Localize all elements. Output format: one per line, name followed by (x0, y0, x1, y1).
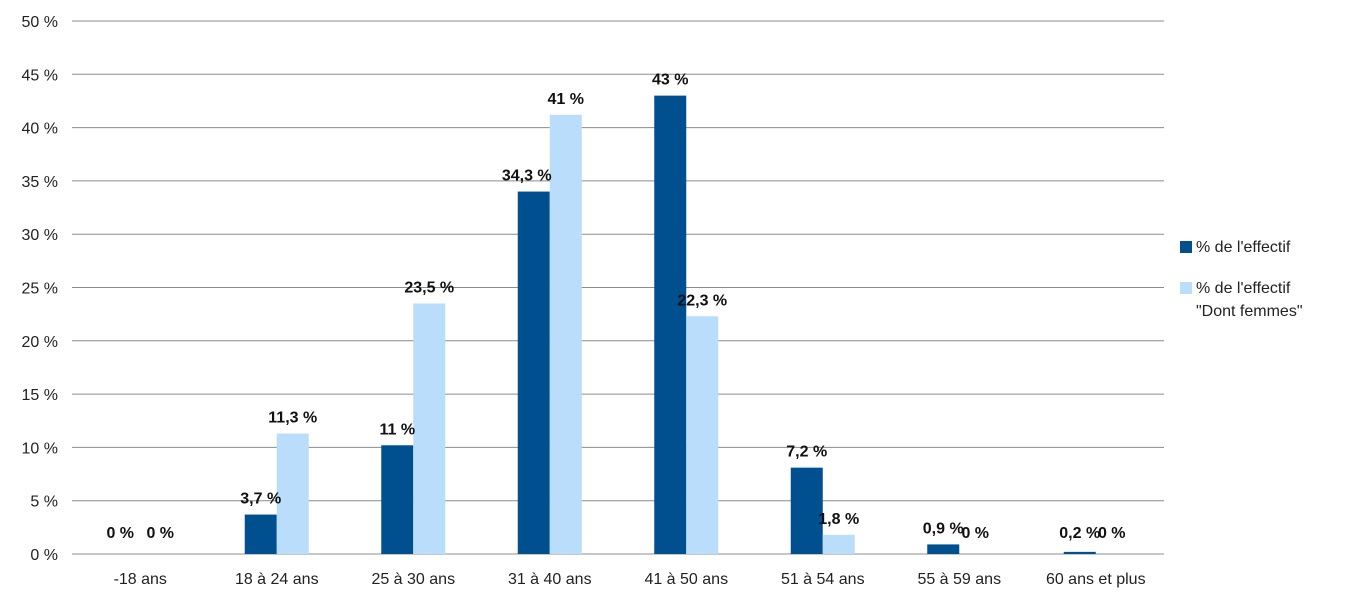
data-label: 41 % (548, 91, 584, 108)
bar-effectif (654, 95, 687, 555)
data-labels: 0 % 0 % 3,7 % 11,3 % 11 % 23,5 % 34,3 % 41 % 43 … (106, 72, 1125, 542)
y-tick-label: 45 % (22, 67, 58, 84)
x-axis-tick-labels: -18 ans 18 à 24 ans 25 à 30 ans 31 à 40 ans… (114, 571, 1146, 588)
data-label: 3,7 % (240, 491, 281, 508)
data-label: 23,5 % (404, 279, 454, 296)
data-label: 7,2 % (786, 444, 827, 461)
x-tick-label: 55 à 59 ans (917, 571, 1001, 588)
legend-swatch-femmes (1180, 282, 1192, 294)
y-tick-label: 15 % (22, 387, 58, 404)
bar-effectif (381, 445, 414, 554)
x-tick-label: 41 à 50 ans (644, 571, 728, 588)
legend-swatch-effectif (1180, 241, 1192, 253)
data-label: 1,8 % (818, 511, 859, 528)
bar-femmes (549, 114, 582, 555)
data-label: 0 % (1098, 525, 1126, 542)
x-tick-label: 31 à 40 ans (508, 571, 592, 588)
y-tick-label: 30 % (22, 227, 58, 244)
x-tick-label: 51 à 54 ans (781, 571, 865, 588)
gridlines (72, 20, 1164, 555)
legend-item-effectif: % de l'effectif (1180, 236, 1350, 259)
x-tick-label: 25 à 30 ans (371, 571, 455, 588)
y-axis-tick-labels: 0 % 5 % 10 % 15 % 20 % 25 % 30 % 35 % 40 % 45 % 50… (22, 14, 58, 564)
data-label: 0,2 % (1059, 525, 1100, 542)
legend-label-effectif: % de l'effectif (1196, 239, 1291, 256)
data-label: 0 % (961, 525, 989, 542)
y-tick-label: 20 % (22, 334, 58, 351)
y-tick-label: 10 % (22, 440, 58, 457)
bar-effectif (517, 191, 550, 554)
data-label: 0 % (146, 525, 174, 542)
data-label: 11 % (379, 421, 415, 438)
data-label: 11,3 % (268, 410, 317, 427)
bar-effectif (244, 514, 277, 554)
bar-femmes (686, 316, 719, 554)
x-tick-label: 60 ans et plus (1046, 571, 1146, 588)
y-tick-label: 0 % (30, 547, 58, 564)
y-tick-label: 35 % (22, 174, 58, 191)
data-label: 34,3 % (502, 168, 552, 185)
y-tick-label: 50 % (22, 14, 58, 31)
legend-label-femmes: % de l'effectif "Dont femmes" (1196, 280, 1303, 320)
x-tick-label: -18 ans (114, 571, 167, 588)
y-tick-label: 40 % (22, 121, 58, 138)
data-label: 43 % (652, 72, 688, 89)
data-label: 22,3 % (677, 292, 727, 309)
bar-femmes (276, 433, 309, 554)
x-tick-label: 18 à 24 ans (235, 571, 319, 588)
data-label: 0,9 % (923, 520, 964, 537)
data-label: 0 % (106, 525, 134, 542)
y-tick-label: 5 % (30, 494, 58, 511)
y-tick-label: 25 % (22, 281, 58, 298)
bar-effectif (1063, 551, 1096, 554)
legend: % de l'effectif % de l'effectif "Dont fe… (1180, 236, 1350, 341)
bar-femmes (413, 303, 446, 554)
bars (244, 95, 1096, 555)
legend-item-femmes: % de l'effectif "Dont femmes" (1180, 277, 1350, 323)
bar-effectif (790, 467, 823, 554)
bar-effectif (927, 544, 960, 554)
bar-femmes (822, 534, 855, 554)
